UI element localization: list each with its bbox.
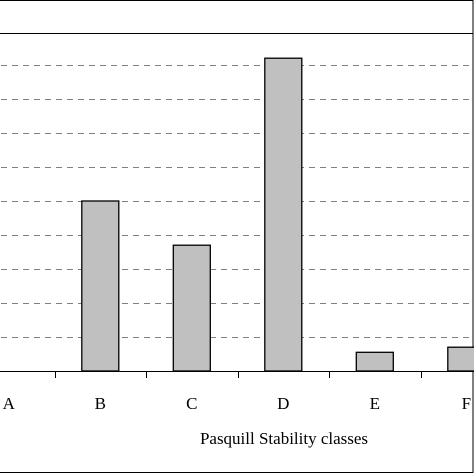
- x-tick-label-a: A: [3, 394, 16, 413]
- bar-e: [355, 351, 394, 372]
- x-tick-label-d: D: [277, 394, 289, 413]
- bar-c: [172, 244, 211, 372]
- x-tick-label-c: C: [186, 394, 197, 413]
- x-tick-labels: A B C D E F: [3, 394, 471, 413]
- x-tick-label-b: B: [95, 394, 106, 413]
- bar-f: [447, 346, 474, 372]
- x-axis-title: Pasquill Stability classes: [200, 429, 368, 448]
- x-ticks: [55, 371, 422, 378]
- bar-b: [81, 200, 120, 372]
- gridlines: [0, 65, 474, 338]
- bar-d: [264, 57, 303, 372]
- x-tick-label-e: E: [370, 394, 380, 413]
- x-tick-label-f: F: [462, 394, 471, 413]
